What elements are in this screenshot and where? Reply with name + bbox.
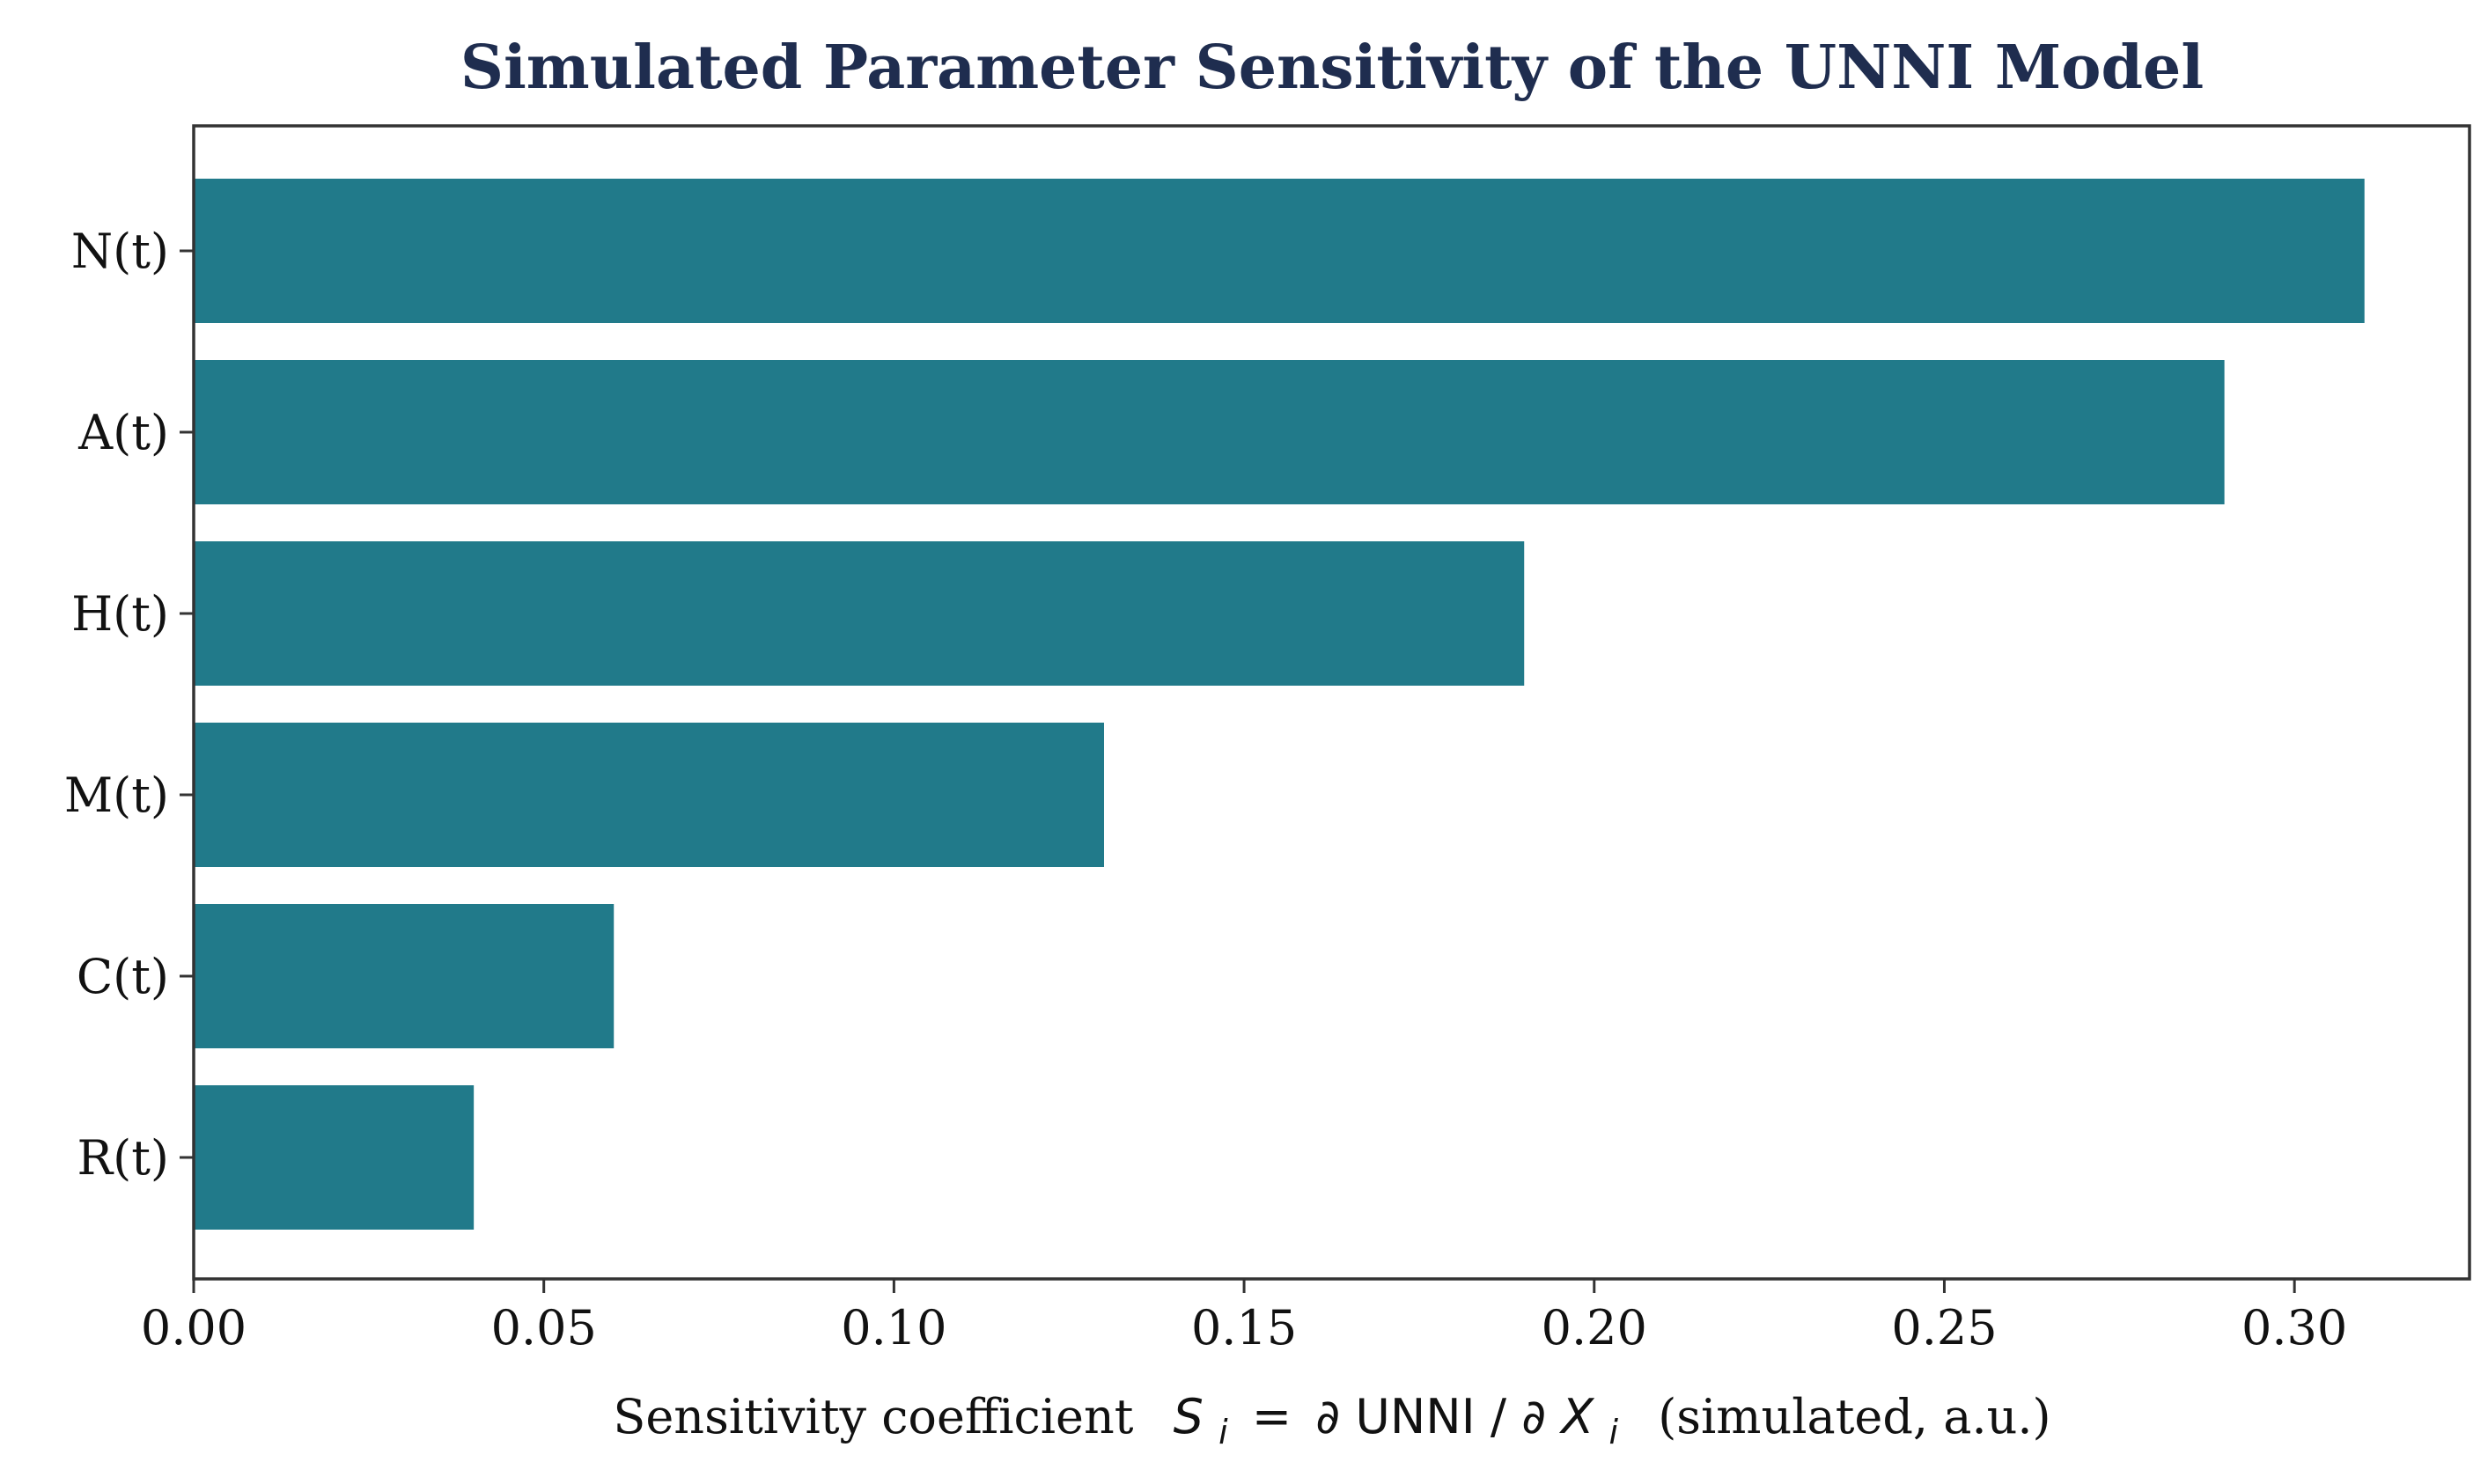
x-axis-label-equals: = [1252, 1389, 1292, 1444]
x-tick-label: 0.30 [2241, 1300, 2347, 1355]
bar-mt [194, 723, 1104, 867]
x-axis-label-partial-2: ∂ [1521, 1389, 1546, 1444]
x-axis-label-slash: / [1491, 1389, 1507, 1444]
x-tick-label: 0.25 [1891, 1300, 1997, 1355]
bars-layer [194, 179, 2365, 1230]
plot-frame [192, 124, 2471, 1281]
y-tick-label: A(t) [77, 405, 169, 460]
y-tick-label: R(t) [77, 1130, 170, 1186]
x-tick-label: 0.05 [491, 1300, 597, 1355]
x-axis-label-subscript: i [1218, 1413, 1228, 1451]
bar-rt [194, 1085, 475, 1230]
y-axis-ticks: N(t) A(t) H(t) M(t) C(t) R(t) [64, 224, 194, 1186]
x-axis-label-partial: ∂ [1315, 1389, 1340, 1444]
x-axis-label-subscript-2: i [1608, 1413, 1618, 1451]
bar-ht [194, 541, 1525, 686]
x-axis-label-prefix: Sensitivity coefficient [613, 1389, 1133, 1444]
x-axis-label-symbol: S [1174, 1389, 1204, 1444]
bar-at [194, 360, 2225, 504]
x-tick-label: 0.20 [1542, 1300, 1647, 1355]
x-axis-label-suffix: (simulated, a.u.) [1658, 1389, 2050, 1444]
y-tick-label: H(t) [71, 586, 169, 642]
x-tick-label: 0.00 [141, 1300, 247, 1355]
x-tick-label: 0.10 [841, 1300, 946, 1355]
x-axis-label-numerator: UNNI [1355, 1389, 1475, 1444]
bar-ct [194, 904, 615, 1048]
y-tick-label: N(t) [71, 224, 169, 279]
x-tick-label: 0.15 [1191, 1300, 1297, 1355]
y-tick-label: M(t) [64, 768, 169, 823]
x-axis-label-denominator: X [1558, 1389, 1594, 1444]
y-tick-label: C(t) [77, 949, 169, 1004]
bar-nt [194, 179, 2365, 323]
x-axis-label: Sensitivity coefficient S i = ∂ UNNI / ∂… [613, 1389, 2050, 1455]
chart-title: Simulated Parameter Sensitivity of the U… [460, 33, 2204, 103]
x-axis-ticks: 0.00 0.05 0.10 0.15 0.20 0.25 0.30 [141, 1279, 2347, 1355]
